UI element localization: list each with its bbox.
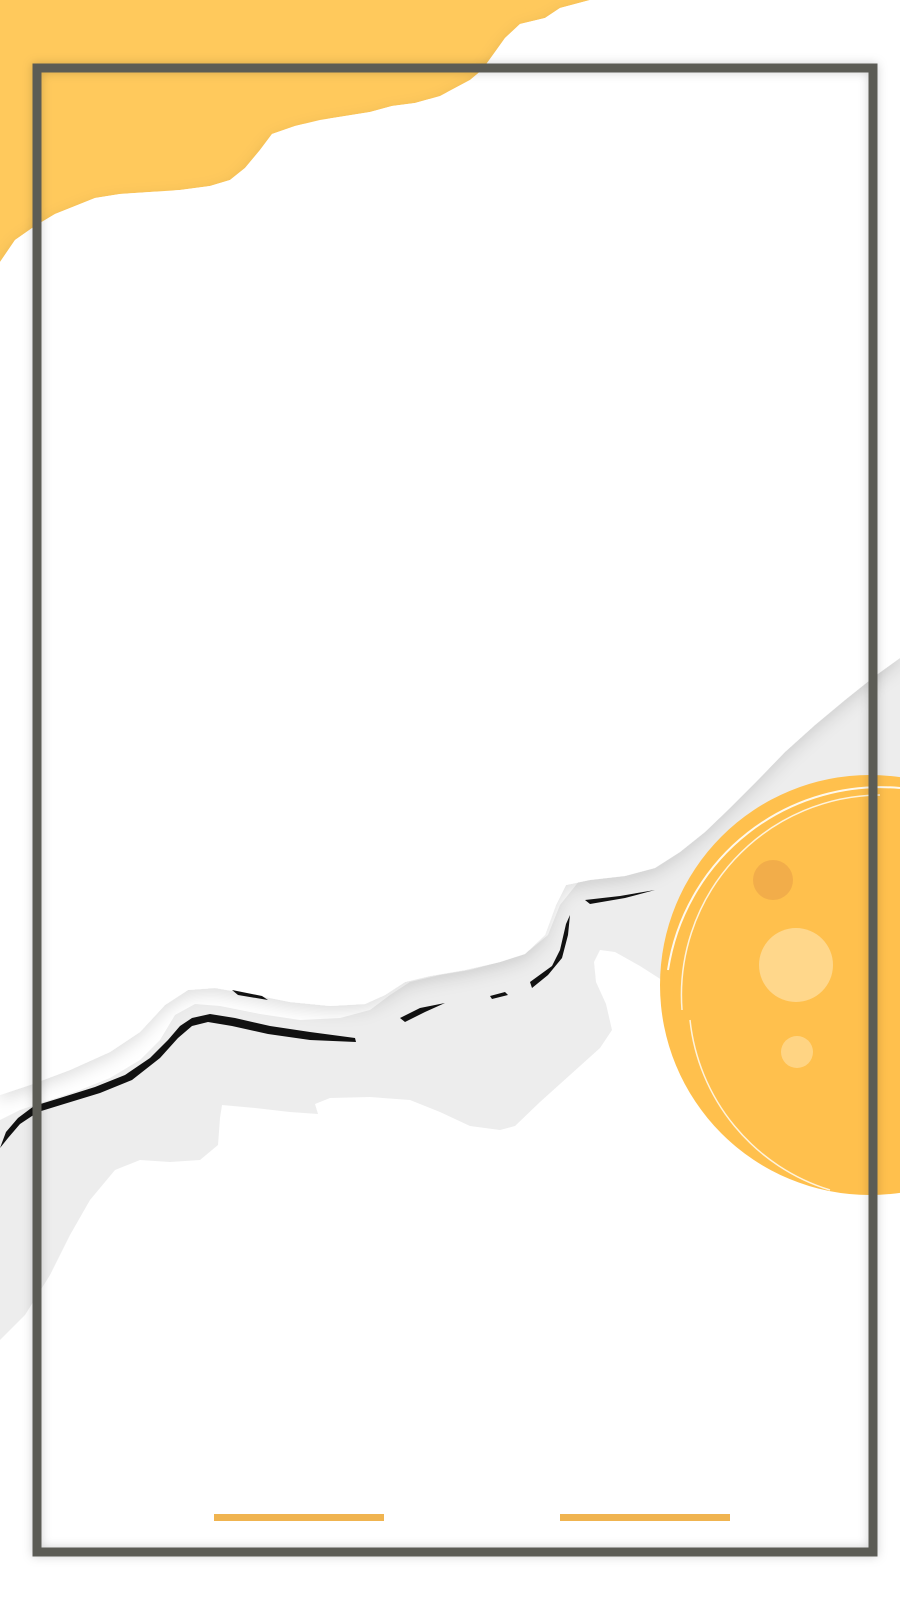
gray-wave-icon [0, 650, 900, 1340]
yellow-sun-circle-icon [660, 775, 900, 1195]
sun-dot-light-small [781, 1036, 813, 1068]
left-accent-line-icon [214, 1514, 384, 1521]
ink-stroke-icon [0, 890, 655, 1148]
sun-dot-light-large [759, 928, 833, 1002]
paper-tear-shadow [0, 0, 900, 1095]
sun-dot-dark [753, 860, 793, 900]
right-accent-line-icon [560, 1514, 730, 1521]
rectangle-frame-icon [32, 63, 878, 1557]
